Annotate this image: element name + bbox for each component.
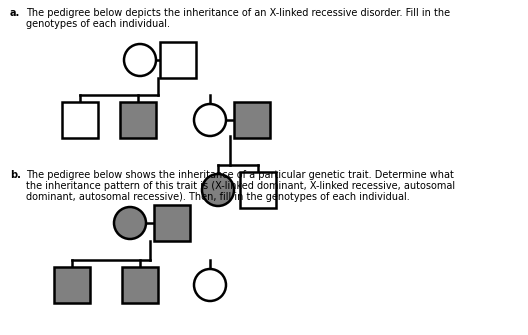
Text: genotypes of each individual.: genotypes of each individual. xyxy=(26,19,170,29)
Circle shape xyxy=(194,104,226,136)
Bar xyxy=(154,205,190,241)
Bar xyxy=(160,42,196,78)
Text: The pedigree below depicts the inheritance of an X-linked recessive disorder. Fi: The pedigree below depicts the inheritan… xyxy=(26,8,450,18)
Text: b.: b. xyxy=(10,170,21,180)
Bar xyxy=(122,267,158,303)
Bar xyxy=(120,102,156,138)
Text: The pedigree below shows the inheritance of a particular genetic trait. Determin: The pedigree below shows the inheritance… xyxy=(26,170,454,180)
Circle shape xyxy=(194,269,226,301)
Circle shape xyxy=(124,44,156,76)
Bar xyxy=(54,267,90,303)
Bar xyxy=(62,102,98,138)
Text: the inheritance pattern of this trait is (X-linked dominant, X-linked recessive,: the inheritance pattern of this trait is… xyxy=(26,181,455,191)
Circle shape xyxy=(202,174,234,206)
Text: dominant, autosomal recessive). Then, fill in the genotypes of each individual.: dominant, autosomal recessive). Then, fi… xyxy=(26,192,410,202)
Circle shape xyxy=(114,207,146,239)
Bar xyxy=(240,172,276,208)
Text: a.: a. xyxy=(10,8,20,18)
Bar xyxy=(234,102,270,138)
